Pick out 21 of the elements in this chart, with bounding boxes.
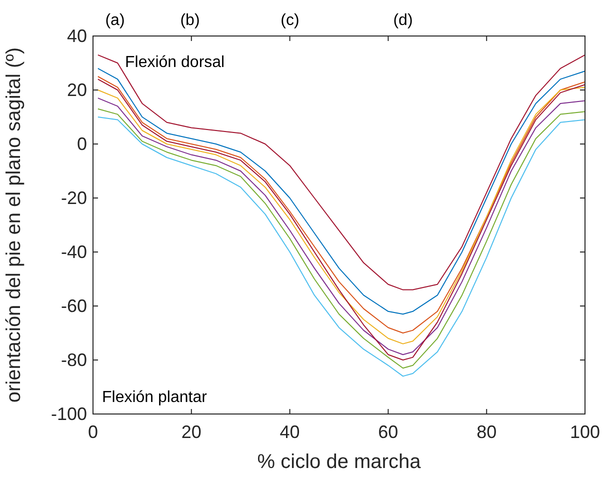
- x-tick-label: 100: [570, 422, 600, 442]
- text: (c): [280, 12, 300, 29]
- x-tick-label: 80: [476, 422, 497, 442]
- x-tick-label: 60: [378, 422, 398, 442]
- y-tick-label: 0: [76, 134, 87, 154]
- y-tick-label: -20: [60, 188, 87, 208]
- text: (a): [105, 12, 125, 29]
- x-tick-label: 40: [280, 422, 300, 442]
- x-axis-title: % ciclo de marcha: [257, 451, 422, 473]
- y-tick-label: -40: [60, 242, 87, 262]
- y-tick-label: -100: [50, 404, 87, 424]
- y-tick-label: -80: [60, 350, 87, 370]
- y-axis-title: orientación del pie en el plano sagital (º): [3, 47, 25, 403]
- text: (b): [180, 12, 200, 29]
- x-tick-label: 20: [181, 422, 202, 442]
- y-tick-label: 40: [66, 26, 87, 46]
- y-tick-label: -60: [60, 296, 87, 316]
- y-tick-label: 20: [66, 80, 87, 100]
- annotation: Flexión dorsal: [125, 54, 225, 71]
- annotation: Flexión plantar: [102, 389, 208, 406]
- text: (d): [393, 12, 413, 29]
